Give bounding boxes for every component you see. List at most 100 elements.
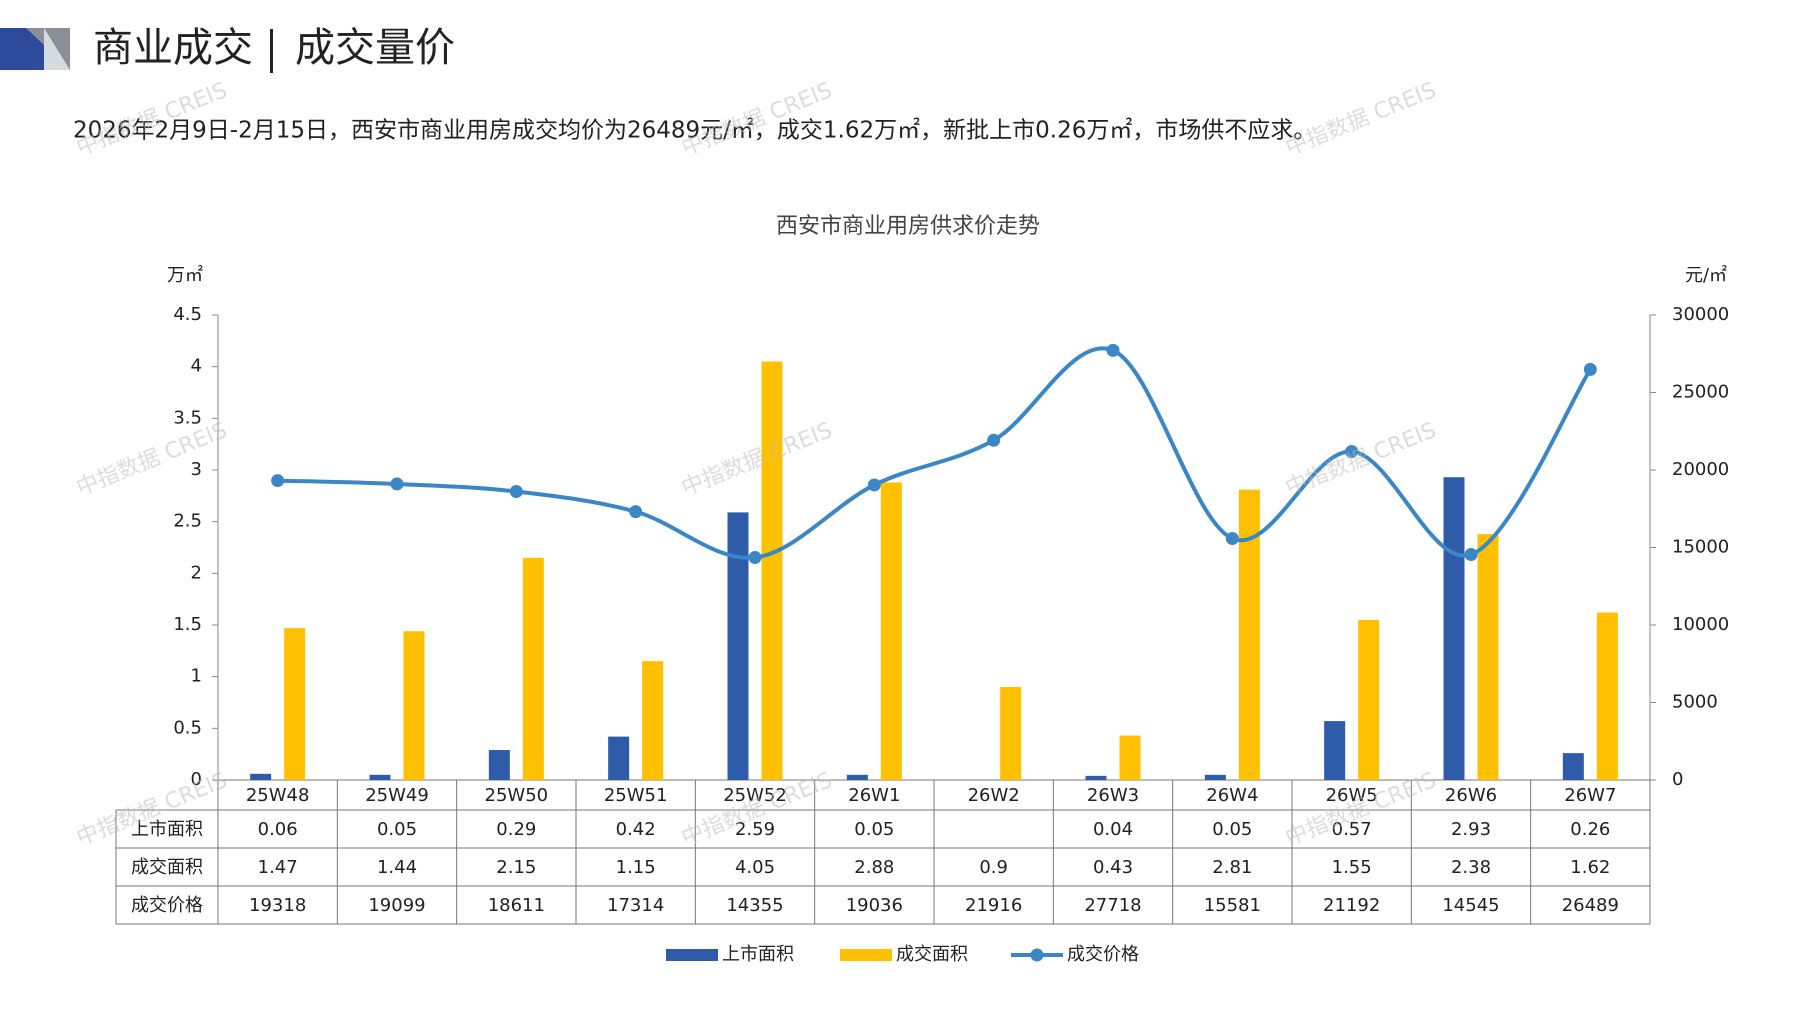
y-tick-label: 0 xyxy=(191,769,202,790)
y-axis-label: 万㎡ xyxy=(167,264,203,286)
point xyxy=(1225,531,1239,545)
bar xyxy=(522,557,544,780)
table-cell: 0.26 xyxy=(1570,819,1610,840)
table-cell: 2.15 xyxy=(496,857,536,878)
legend-label: 上市面积 xyxy=(722,944,794,965)
bar xyxy=(642,661,664,780)
header-title: 商业成交 xyxy=(93,25,253,71)
point xyxy=(1345,445,1359,459)
header-mark xyxy=(44,28,70,70)
point xyxy=(271,474,285,488)
point xyxy=(1106,343,1120,357)
y2-tick-label: 10000 xyxy=(1672,614,1729,635)
table-cell: 1.55 xyxy=(1332,857,1372,878)
watermark: 中指数据 CREIS xyxy=(73,418,231,501)
category-label: 26W6 xyxy=(1445,785,1497,806)
y-tick-label: 1 xyxy=(191,666,202,687)
legend-swatch xyxy=(840,949,892,961)
bar xyxy=(284,628,306,780)
table-cell: 27718 xyxy=(1084,895,1141,916)
header-subtitle: 成交量价 xyxy=(295,25,455,71)
bar xyxy=(250,773,272,780)
table-cell: 4.05 xyxy=(735,857,775,878)
point xyxy=(867,478,881,492)
legend-swatch xyxy=(666,949,718,961)
table-cell: 0.05 xyxy=(854,819,894,840)
category-label: 25W49 xyxy=(365,785,429,806)
bar xyxy=(846,774,868,780)
table-row-label: 成交价格 xyxy=(131,895,203,916)
y2-tick-label: 25000 xyxy=(1672,382,1729,403)
table-cell: 0.42 xyxy=(616,819,656,840)
category-label: 25W51 xyxy=(604,785,668,806)
table-cell: 0.43 xyxy=(1093,857,1133,878)
chart-title: 西安市商业用房供求价走势 xyxy=(776,214,1040,239)
category-label: 25W50 xyxy=(485,785,549,806)
y-tick-label: 2.5 xyxy=(173,511,202,532)
bar xyxy=(1238,489,1260,780)
y-tick-label: 1.5 xyxy=(173,614,202,635)
table-cell: 0.9 xyxy=(979,857,1008,878)
table-cell: 1.44 xyxy=(377,857,417,878)
table-cell: 14545 xyxy=(1442,895,1499,916)
table-cell: 2.38 xyxy=(1451,857,1491,878)
table-cell: 17314 xyxy=(607,895,664,916)
legend-swatch xyxy=(1030,948,1044,962)
y2-axis-label: 元/㎡ xyxy=(1685,264,1727,286)
y2-tick-label: 30000 xyxy=(1672,304,1729,325)
bar xyxy=(1119,735,1141,780)
legend-label: 成交面积 xyxy=(896,944,968,965)
bar xyxy=(880,482,902,780)
category-label: 26W5 xyxy=(1326,785,1378,806)
table-cell: 21916 xyxy=(965,895,1022,916)
point xyxy=(748,550,762,564)
table-cell: 19318 xyxy=(249,895,306,916)
watermark: 中指数据 CREIS xyxy=(678,418,836,501)
category-label: 26W1 xyxy=(848,785,900,806)
table-cell: 1.62 xyxy=(1570,857,1610,878)
bar xyxy=(1204,774,1226,780)
y-tick-label: 3 xyxy=(191,459,202,480)
table-cell: 26489 xyxy=(1562,895,1619,916)
category-label: 26W4 xyxy=(1206,785,1258,806)
bar xyxy=(1562,753,1584,780)
y-tick-label: 3.5 xyxy=(173,407,202,428)
table-cell: 1.15 xyxy=(616,857,656,878)
table-cell: 1.47 xyxy=(258,857,298,878)
point xyxy=(1583,362,1597,376)
y-tick-label: 2 xyxy=(191,562,202,583)
watermark: 中指数据 CREIS xyxy=(1282,418,1440,501)
y-tick-label: 4.5 xyxy=(173,304,202,325)
bar xyxy=(1358,619,1380,780)
point xyxy=(1464,548,1478,562)
point xyxy=(509,485,523,499)
bar xyxy=(727,512,749,780)
table-cell: 21192 xyxy=(1323,895,1380,916)
table-cell: 0.05 xyxy=(1212,819,1252,840)
table-cell: 0.29 xyxy=(496,819,536,840)
table-row-label: 成交面积 xyxy=(131,857,203,878)
table-cell: 0.57 xyxy=(1332,819,1372,840)
table-cell: 0.04 xyxy=(1093,819,1133,840)
bar xyxy=(1477,534,1499,780)
y-tick-label: 0.5 xyxy=(173,717,202,738)
y-tick-label: 4 xyxy=(191,356,202,377)
bar xyxy=(1085,775,1107,780)
point xyxy=(987,433,1001,447)
table-cell: 19099 xyxy=(368,895,425,916)
bar xyxy=(1324,721,1346,780)
table-cell: 0.06 xyxy=(258,819,298,840)
y2-tick-label: 15000 xyxy=(1672,537,1729,558)
table-cell: 2.59 xyxy=(735,819,775,840)
y2-tick-label: 0 xyxy=(1672,769,1683,790)
table-cell: 2.81 xyxy=(1212,857,1252,878)
bar xyxy=(369,774,391,780)
point xyxy=(390,477,404,491)
y2-tick-label: 5000 xyxy=(1672,692,1718,713)
category-label: 26W3 xyxy=(1087,785,1139,806)
table-cell: 19036 xyxy=(846,895,903,916)
table-cell: 2.93 xyxy=(1451,819,1491,840)
table-cell: 2.88 xyxy=(854,857,894,878)
bar xyxy=(608,736,630,780)
